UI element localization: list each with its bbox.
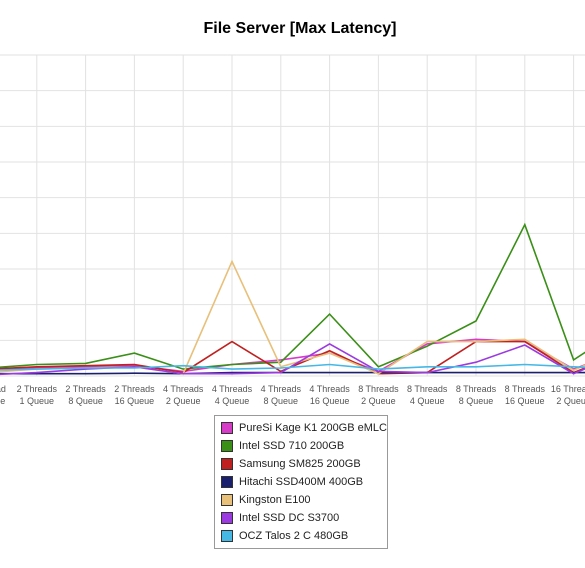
- x-tick-threads: 4 Threads: [212, 384, 253, 394]
- x-tick-queue: 8 Queue: [68, 396, 103, 406]
- series-line-3: [0, 340, 585, 375]
- legend-item: Samsung SM825 200GB: [215, 455, 387, 473]
- series-line-6: [0, 342, 585, 376]
- legend-item: Hitachi SSD400M 400GB: [215, 473, 387, 491]
- legend-label: Kingston E100: [239, 494, 311, 506]
- x-tick-label: 8 Threads 8 Queue: [456, 384, 497, 406]
- x-tick-queue: 1 Queue: [0, 396, 5, 406]
- legend-item: Intel SSD 710 200GB: [215, 437, 387, 455]
- legend-swatch: [221, 494, 233, 506]
- series-line-2: [0, 222, 585, 370]
- x-tick-threads: 8 Threads: [407, 384, 448, 394]
- legend-label: Hitachi SSD400M 400GB: [239, 476, 364, 488]
- x-tick-threads: 16 Threads: [551, 384, 585, 394]
- x-tick-queue: 8 Queue: [264, 396, 299, 406]
- x-tick-queue: 2 Queue: [361, 396, 396, 406]
- x-tick-queue: 2 Queue: [556, 396, 585, 406]
- x-tick-label: 4 Threads 8 Queue: [261, 384, 302, 406]
- x-tick-queue: 8 Queue: [459, 396, 494, 406]
- chart-title: File Server [Max Latency]: [203, 20, 397, 37]
- legend-label: Samsung SM825 200GB: [239, 458, 361, 470]
- x-tick-label: 1 Thread 1 Queue: [0, 384, 6, 406]
- x-tick-label: 2 Threads 1 Queue: [17, 384, 58, 406]
- x-tick-threads: 2 Threads: [114, 384, 155, 394]
- legend-swatch: [221, 440, 233, 452]
- x-tick-label: 8 Threads 2 Queue: [358, 384, 399, 406]
- legend-swatch: [221, 530, 233, 542]
- x-tick-threads: 1 Thread: [0, 384, 6, 394]
- legend-label: OCZ Talos 2 C 480GB: [239, 530, 349, 542]
- x-tick-threads: 4 Threads: [261, 384, 302, 394]
- legend-swatch: [221, 458, 233, 470]
- x-tick-threads: 8 Threads: [505, 384, 546, 394]
- legend-label: PureSi Kage K1 200GB eMLC: [239, 422, 387, 434]
- x-tick-queue: 1 Queue: [20, 396, 55, 406]
- legend-item: Kingston E100: [215, 491, 387, 509]
- legend: PureSi Kage K1 200GB eMLC Intel SSD 710 2…: [214, 415, 388, 549]
- x-tick-queue: 16 Queue: [115, 396, 155, 406]
- x-tick-threads: 2 Threads: [17, 384, 58, 394]
- grid: [0, 54, 585, 377]
- legend-swatch: [221, 512, 233, 524]
- series-line-7: [0, 363, 585, 371]
- x-tick-threads: 8 Threads: [358, 384, 399, 394]
- x-tick-queue: 16 Queue: [505, 396, 545, 406]
- x-tick-queue: 16 Queue: [310, 396, 350, 406]
- x-tick-label: 4 Threads 4 Queue: [212, 384, 253, 406]
- x-tick-threads: 2 Threads: [65, 384, 106, 394]
- x-tick-threads: 8 Threads: [456, 384, 497, 394]
- legend-swatch: [221, 422, 233, 434]
- x-tick-label: 8 Threads 4 Queue: [407, 384, 448, 406]
- x-tick-queue: 4 Queue: [410, 396, 445, 406]
- series-lines: [0, 222, 585, 376]
- legend-item: Intel SSD DC S3700: [215, 509, 387, 527]
- legend-item: OCZ Talos 2 C 480GB: [215, 527, 387, 545]
- x-tick-label: 2 Threads 16 Queue: [114, 384, 155, 406]
- x-tick-label: 2 Threads 8 Queue: [65, 384, 106, 406]
- legend-label: Intel SSD 710 200GB: [239, 440, 345, 452]
- x-tick-threads: 4 Threads: [309, 384, 350, 394]
- x-tick-label: 4 Threads 2 Queue: [163, 384, 204, 406]
- x-tick-queue: 2 Queue: [166, 396, 201, 406]
- legend-item: PureSi Kage K1 200GB eMLC: [215, 419, 387, 437]
- series-line-4: [0, 371, 585, 375]
- x-tick-threads: 4 Threads: [163, 384, 204, 394]
- legend-swatch: [221, 476, 233, 488]
- legend-label: Intel SSD DC S3700: [239, 512, 340, 524]
- x-tick-queue: 4 Queue: [215, 396, 250, 406]
- x-tick-label: 16 Threads 2 Queue: [551, 384, 585, 406]
- x-tick-label: 8 Threads 16 Queue: [505, 384, 546, 406]
- x-tick-label: 4 Threads 16 Queue: [309, 384, 350, 406]
